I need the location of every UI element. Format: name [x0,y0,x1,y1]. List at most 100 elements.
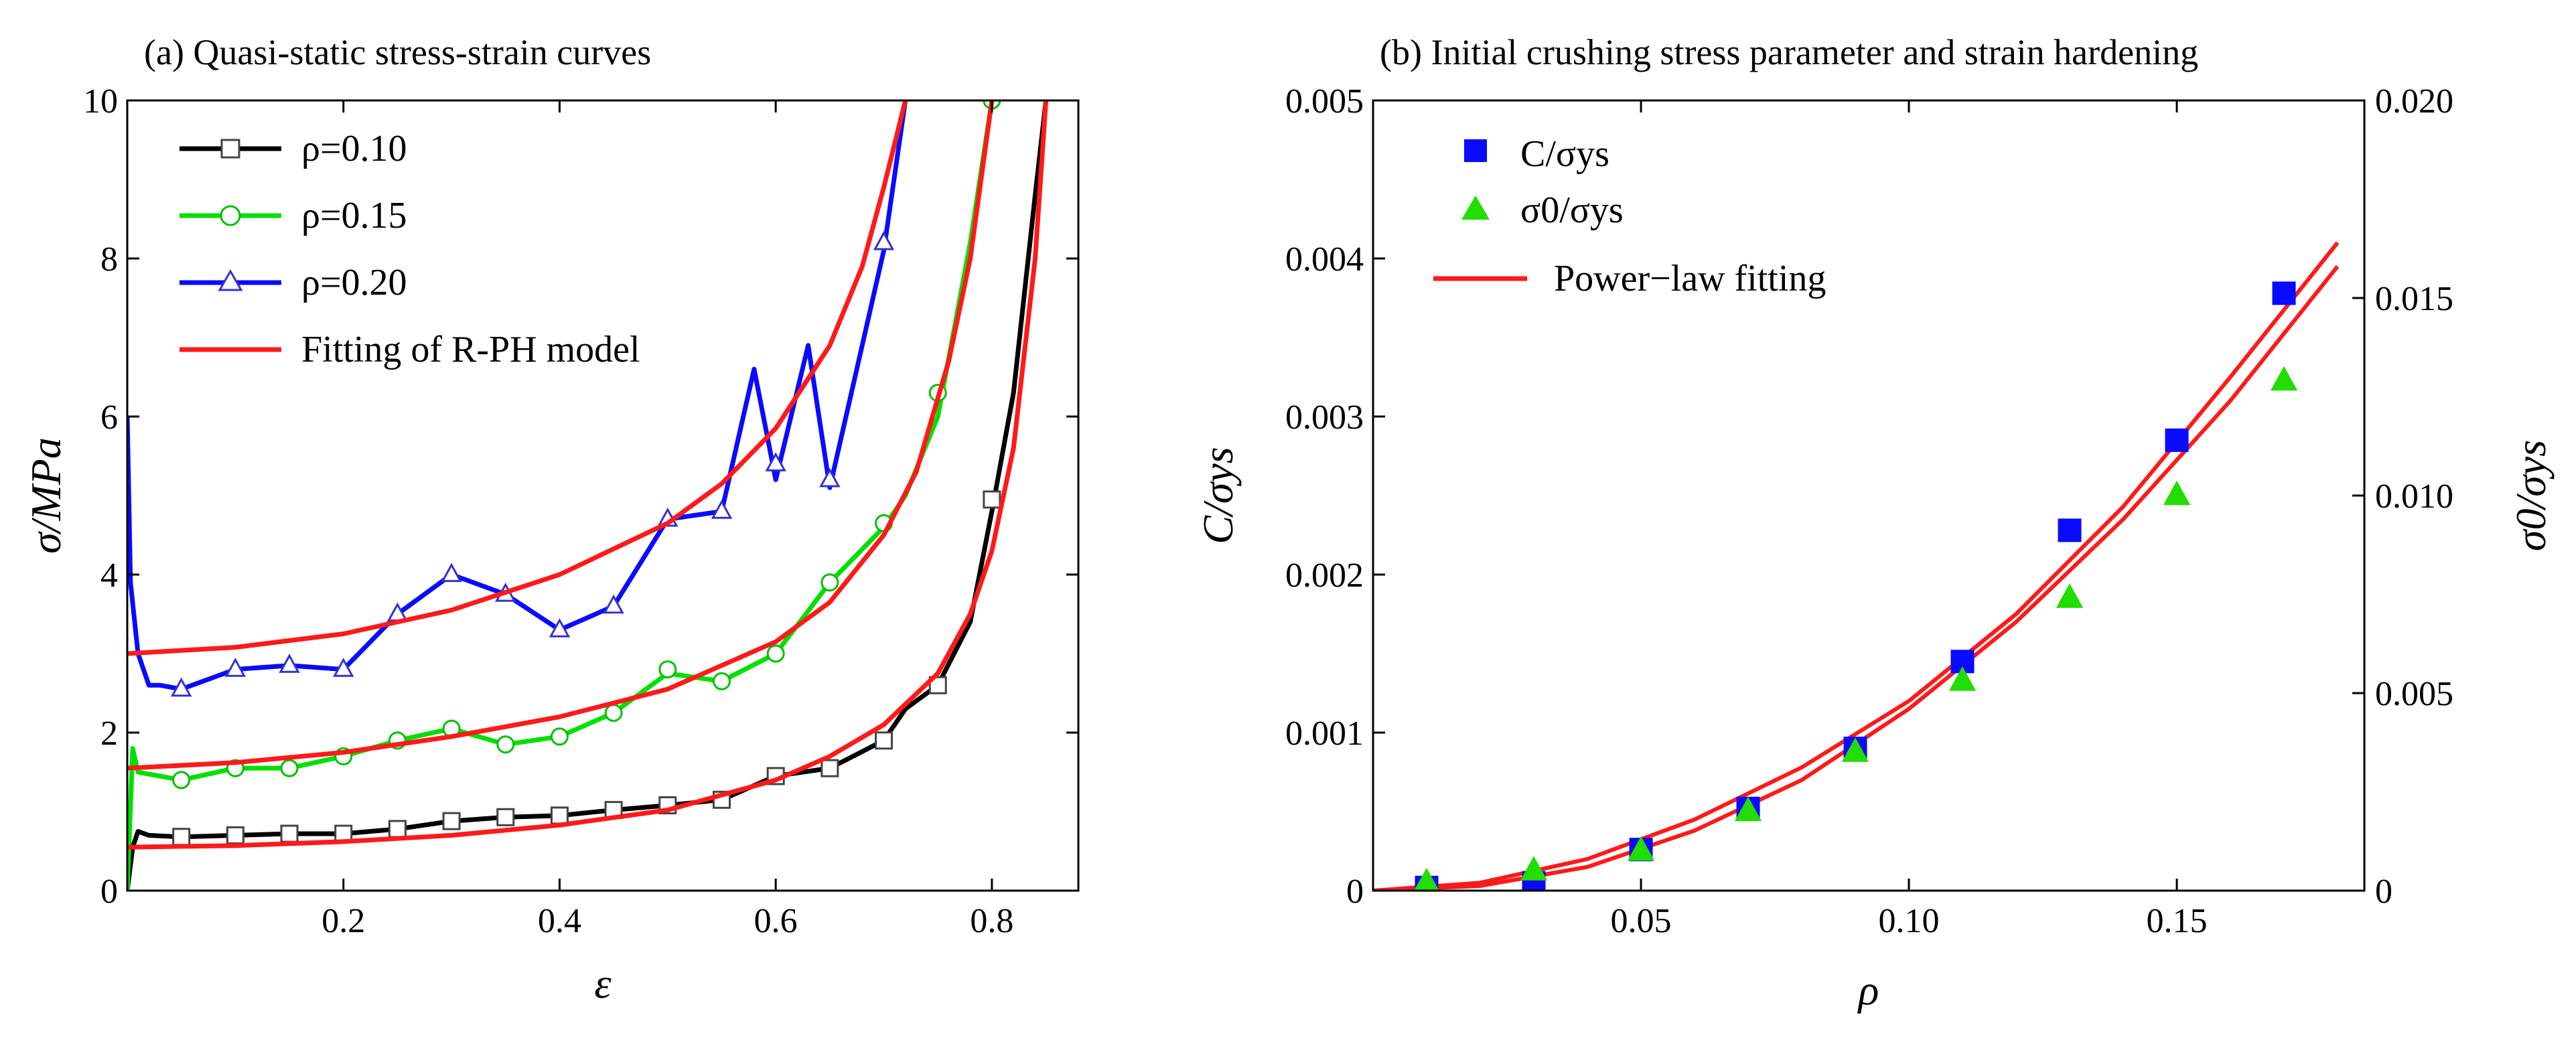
left-y-tick-label: 0 [1346,873,1364,911]
series-a-3-marker [765,452,786,471]
panel-b-legend: C/σys σ0/σys Power−law fitting [1433,133,1826,299]
series-a-1-marker [550,806,569,825]
legend-a-marker-2 [220,205,241,226]
series-a-3-marker [819,467,841,488]
series-a-2-marker [280,759,299,777]
legend-a-marker-1 [220,139,240,159]
series-a-2-marker [172,771,191,790]
series-a-2-marker [820,573,839,592]
right-y-tick-label: 0.020 [2375,82,2453,121]
y-tick-label: 8 [100,240,118,279]
series-a-2-marker [658,660,677,679]
panel-b-title: (b) Initial crushing stress parameter an… [1380,32,2198,72]
right-y-tick-label: 0 [2375,873,2392,911]
series-a-1-line [127,100,1049,891]
series-b-2-point [1841,737,1869,762]
rph-fit-curve-2 [127,100,995,771]
series-a-3-marker [332,658,354,677]
x-tick-label: 0.8 [970,902,1013,940]
series-a-2-line [127,100,995,891]
panel-b: (b) Initial crushing stress parameter an… [1194,32,2555,1014]
panel-a-legend: ρ=0.10 ρ=0.15 ρ=0.20 Fitting of R-PH mod… [180,128,640,370]
legend-a-label-1: ρ=0.10 [301,128,407,169]
panel-b-plot-area [1373,241,2340,891]
series-a-3-marker [170,677,192,697]
left-y-tick-label: 0.004 [1285,240,1364,279]
panel-a-x-ticks: 0.2 0.4 0.6 0.8 [321,100,1013,940]
series-a-2-marker [713,672,731,690]
left-y-tick-label: 0.005 [1285,82,1364,121]
series-b-2-point [1520,856,1548,881]
panel-a-series [127,100,1049,891]
panel-a-frame [126,99,1080,892]
series-b-2-point [2056,583,2084,608]
panel-b-right-y-ticks: 0 0.005 0.010 0.015 0.020 [2352,82,2453,911]
left-y-tick-label: 0.002 [1285,556,1364,595]
right-y-tick-label: 0.010 [2375,477,2453,516]
series-a-3-marker [441,563,462,583]
series-b-2-point [1734,796,1762,822]
y-tick-label: 10 [83,82,118,121]
series-b-2-point [2163,480,2191,506]
panel-a-x-axis-label: ε [594,960,612,1007]
y-tick-label: 6 [100,398,118,437]
x-tick-label: 0.05 [1611,902,1672,940]
series-a-2-marker [496,735,515,754]
power-law-fit-curve-1 [1373,265,2340,891]
series-a-2-marker [550,727,569,746]
legend-a-label-4: Fitting of R-PH model [301,329,640,370]
right-y-tick-label: 0.015 [2375,280,2453,318]
legend-b-label-2: σ0/σys [1520,190,1624,231]
series-a-3-marker [603,594,624,614]
series-b-1-point [2165,428,2189,452]
x-tick-label: 0.15 [2147,902,2208,940]
x-tick-label: 0.10 [1879,902,1940,940]
series-a-3-marker [873,230,895,250]
y-tick-label: 2 [100,715,118,753]
panel-a-y-axis-label: σ/MPa [22,437,70,554]
legend-a-label-3: ρ=0.20 [301,262,407,303]
series-a-1-marker [226,826,244,844]
rph-fit-curve-1 [127,100,1049,850]
series-a-3-marker [224,658,246,677]
series-a-2-marker [604,704,623,722]
series-b-1-point [2272,281,2296,305]
x-tick-label: 0.2 [321,902,365,940]
legend-b-label-3: Power−law fitting [1554,258,1826,299]
series-a-1-marker [820,759,839,777]
series-b-2-point [1948,666,1977,691]
rph-fit-curve-3 [127,100,908,656]
panel-a-y-ticks: 0 2 4 6 8 10 [83,82,1078,911]
series-a-2-marker [766,644,785,663]
y-tick-label: 4 [100,556,118,595]
panel-b-right-y-axis-label: σ0/σys [2507,440,2555,551]
series-a-1-marker [388,820,407,838]
panel-a-title: (a) Quasi-static stress-strain curves [144,32,651,72]
panel-b-series [1373,241,2340,891]
series-a-1-marker [875,731,893,750]
legend-b-marker-1 [1464,139,1487,162]
panel-a-plot-area [127,100,1049,891]
series-a-1-marker [496,808,515,826]
panel-b-x-ticks: 0.05 0.10 0.15 [1611,100,2208,940]
legend-b-label-1: C/σys [1520,133,1609,175]
series-b-2-point [1414,867,1439,891]
series-a-3-marker [549,618,571,638]
series-a-3-marker [279,654,300,673]
legend-a-label-2: ρ=0.15 [301,195,407,236]
left-y-tick-label: 0.001 [1285,715,1364,753]
series-a-1-marker [172,828,191,846]
panel-b-left-y-axis-label: C/σys [1194,447,1242,544]
right-y-tick-label: 0.005 [2375,675,2453,713]
series-a-3-line [127,100,908,692]
panel-a: (a) Quasi-static stress-strain curves 0.… [22,32,1080,1007]
series-a-3-marker [711,500,733,519]
legend-b-marker-2 [1461,196,1490,220]
power-law-fit-curve-2 [1373,241,2340,891]
series-b-2-point [1627,836,1655,861]
series-a-1-marker [442,812,461,830]
panel-b-left-y-ticks: 0 0.001 0.002 0.003 0.004 0.005 [1285,82,1385,911]
legend-a-marker-3 [218,269,243,291]
x-tick-label: 0.4 [538,902,581,940]
